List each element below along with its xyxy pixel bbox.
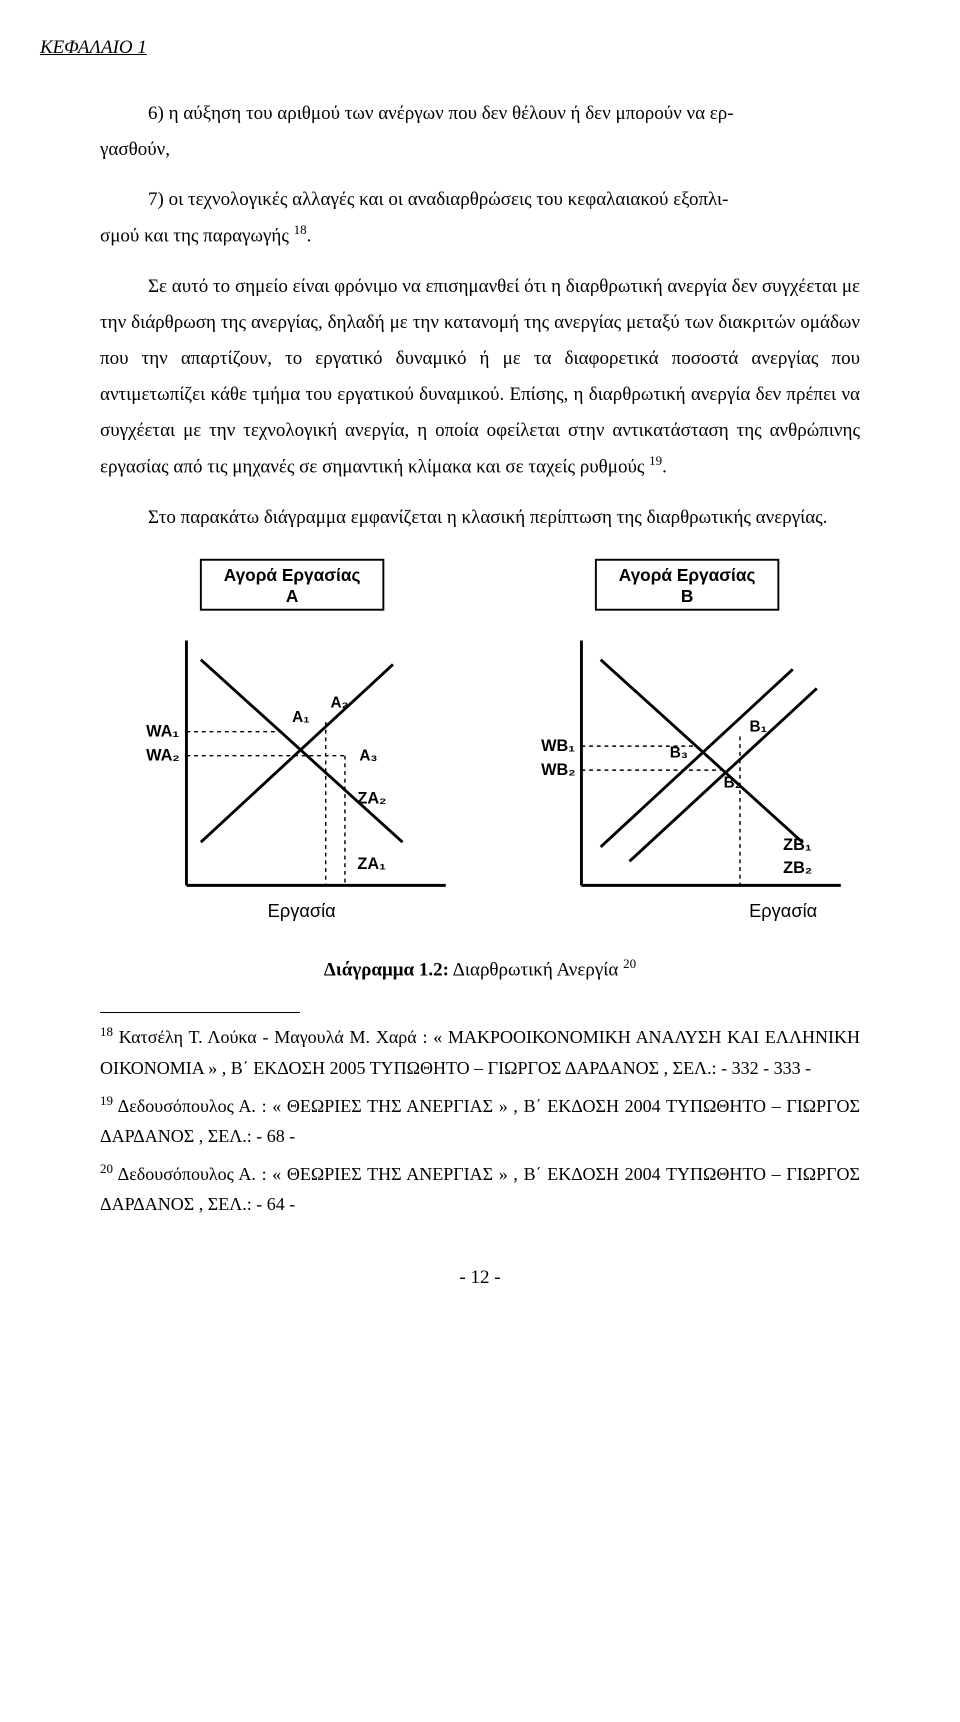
chart-b-ptB3: B₃	[670, 744, 688, 761]
chart-a-ptA2: A₂	[331, 694, 349, 711]
figure-caption: Διάγραμμα 1.2: Διαρθρωτική Ανεργία 20	[100, 952, 860, 988]
chart-a-svg: Αγορά Εργασίας A WA₁ WA₂	[100, 554, 465, 938]
footnote-text-19: Δεδουσόπουλος Α. : « ΘΕΩΡΙΕΣ ΤΗΣ ΑΝΕΡΓΙΑ…	[100, 1096, 860, 1147]
chart-a-title2: A	[286, 586, 299, 606]
footnote-num-19: 19	[100, 1093, 113, 1108]
footnote-ref-20: 20	[623, 956, 636, 971]
chart-a-y1: WA₁	[146, 722, 179, 740]
chart-b-title1: Αγορά Εργασίας	[619, 565, 756, 585]
caption-text: Διαρθρωτική Ανεργία	[449, 959, 623, 980]
chart-b-svg: Αγορά Εργασίας B WB₁ WB₂ B₁ B₂	[495, 554, 860, 938]
chart-a-curve2: ZA₁	[357, 855, 386, 873]
footnote-ref-19: 19	[649, 453, 662, 468]
footnote-text-20: Δεδουσόπουλος Α. : « ΘΕΩΡΙΕΣ ΤΗΣ ΑΝΕΡΓΙΑ…	[100, 1164, 860, 1215]
text: σμού και της παραγωγής	[100, 226, 294, 247]
chart-a-title1: Αγορά Εργασίας	[224, 565, 361, 585]
footnotes: 18 Κατσέλη Τ. Λούκα - Μαγουλά Μ. Χαρά : …	[100, 1021, 860, 1220]
page: ΚΕΦΑΛΑΙΟ 1 6) η αύξηση του αριθμού των α…	[0, 0, 960, 1336]
chart-b-xaxis: Εργασία	[749, 900, 817, 921]
text: .	[307, 226, 312, 247]
chart-b-curve1: ZB₁	[783, 836, 812, 854]
text: γασθούν,	[100, 139, 170, 160]
footnote-num-20: 20	[100, 1161, 113, 1176]
chart-a-xaxis: Εργασία	[268, 900, 336, 921]
figure-a: Αγορά Εργασίας A WA₁ WA₂	[100, 554, 465, 938]
chart-a-ptA1: A₁	[292, 709, 309, 726]
text: 7) οι τεχνολογικές αλλαγές και οι αναδια…	[148, 189, 728, 210]
chart-a-y2: WA₂	[146, 746, 180, 764]
paragraph-3: Στο παρακάτω διάγραμμα εμφανίζεται η κλα…	[100, 500, 860, 536]
footnote-ref-18: 18	[294, 222, 307, 237]
chart-b-y1: WB₁	[541, 737, 575, 755]
chart-b-ptB2: B₂	[724, 774, 742, 791]
footnote-20: 20 Δεδουσόπουλος Α. : « ΘΕΩΡΙΕΣ ΤΗΣ ΑΝΕΡ…	[100, 1158, 860, 1220]
chart-b-ptB1: B₁	[750, 718, 767, 735]
footnote-rule	[100, 1012, 300, 1013]
text: 6) η αύξηση του αριθμού των ανέργων που …	[148, 103, 734, 124]
chart-b-curve2: ZB₂	[783, 859, 812, 877]
footnote-18: 18 Κατσέλη Τ. Λούκα - Μαγουλά Μ. Χαρά : …	[100, 1021, 860, 1083]
paragraph-2: Σε αυτό το σημείο είναι φρόνιμο να επιση…	[100, 269, 860, 486]
footnote-num-18: 18	[100, 1024, 113, 1039]
figure-row: Αγορά Εργασίας A WA₁ WA₂	[100, 554, 860, 938]
footnote-19: 19 Δεδουσόπουλος Α. : « ΘΕΩΡΙΕΣ ΤΗΣ ΑΝΕΡ…	[100, 1090, 860, 1152]
page-number: - 12 -	[100, 1260, 860, 1296]
text: .	[662, 457, 667, 478]
text: Σε αυτό το σημείο είναι φρόνιμο να επιση…	[100, 276, 860, 478]
list-item-6: 6) η αύξηση του αριθμού των ανέργων που …	[100, 96, 860, 168]
list-item-7: 7) οι τεχνολογικές αλλαγές και οι αναδια…	[100, 182, 860, 255]
chart-b-y2: WB₂	[541, 761, 575, 779]
figure-b: Αγορά Εργασίας B WB₁ WB₂ B₁ B₂	[495, 554, 860, 938]
running-head: ΚΕΦΑΛΑΙΟ 1	[40, 30, 860, 66]
footnote-text-18: Κατσέλη Τ. Λούκα - Μαγουλά Μ. Χαρά : « Μ…	[100, 1027, 860, 1078]
chart-a-ptA3: A₃	[359, 747, 377, 764]
chart-a-curve1: ZA₂	[357, 790, 386, 808]
chart-b-title2: B	[681, 586, 693, 606]
caption-label: Διάγραμμα 1.2:	[324, 959, 449, 980]
